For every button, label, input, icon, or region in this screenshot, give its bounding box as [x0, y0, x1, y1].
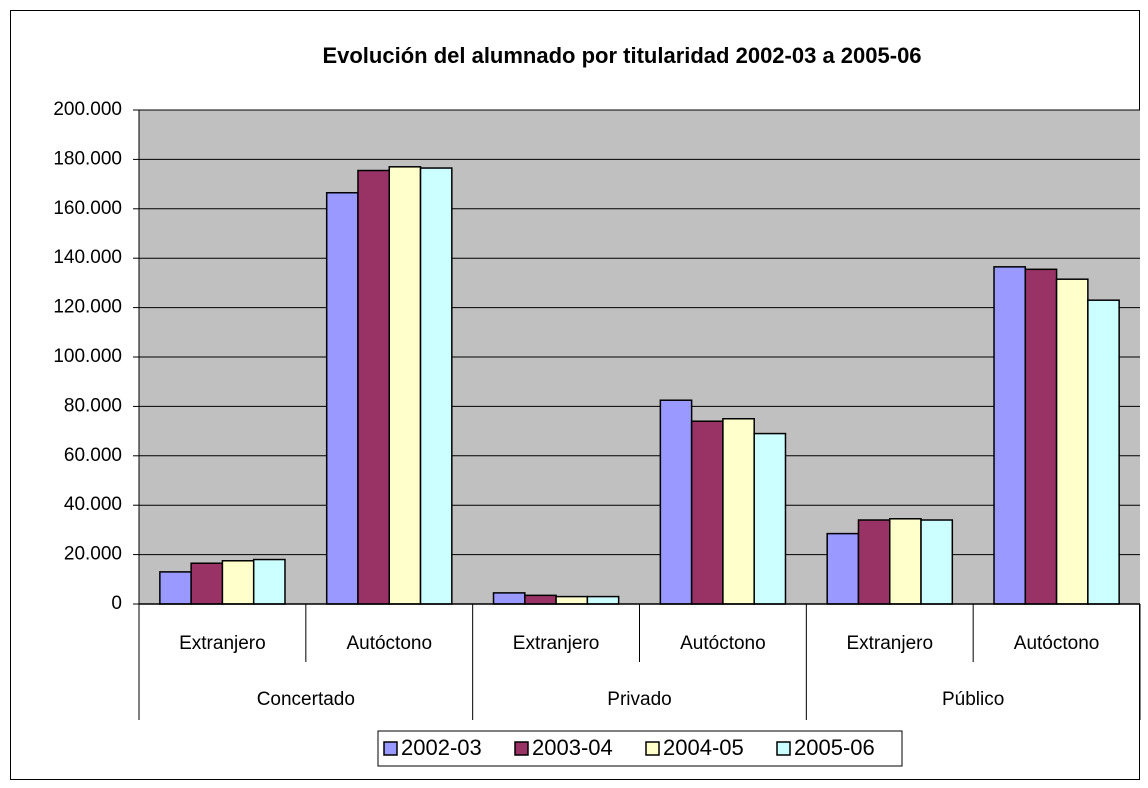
- bar: [492, 592, 526, 605]
- bar: [826, 532, 860, 605]
- y-tick-label: 140.000: [53, 247, 122, 268]
- chart-title: Evolución del alumnado por titularidad 2…: [322, 43, 921, 68]
- y-tick-label: 120.000: [53, 297, 122, 318]
- y-tick-label: 80.000: [64, 395, 122, 416]
- group-label: Concertado: [257, 689, 355, 710]
- bar: [722, 418, 755, 605]
- bar: [388, 166, 422, 605]
- y-tick-label: 160.000: [53, 198, 122, 219]
- bar: [857, 519, 891, 605]
- bar: [1055, 278, 1089, 605]
- legend-swatch: [645, 741, 660, 756]
- x-tick-label: Autóctono: [346, 633, 432, 654]
- y-tick-label: 200.000: [53, 99, 122, 120]
- group-label: Público: [942, 689, 1004, 710]
- bar: [252, 558, 286, 605]
- bar: [419, 167, 453, 605]
- bar: [190, 562, 224, 605]
- legend-box: [377, 730, 903, 767]
- legend-swatch: [514, 741, 529, 756]
- x-tick-label: Autóctono: [680, 633, 766, 654]
- y-tick-label: 180.000: [53, 148, 122, 169]
- bar: [1087, 299, 1120, 605]
- bar: [1024, 268, 1058, 605]
- bar: [524, 594, 557, 605]
- legend-swatch: [383, 741, 398, 756]
- bar: [586, 595, 620, 605]
- legend-label: 2003-04: [532, 735, 613, 760]
- legend-swatch: [776, 741, 791, 756]
- group-label: Privado: [607, 689, 671, 710]
- bar: [889, 518, 922, 605]
- y-tick-label: 100.000: [53, 346, 122, 367]
- bar: [159, 571, 192, 605]
- bar: [555, 595, 589, 605]
- y-tick-label: 20.000: [64, 544, 122, 565]
- x-tick-label: Autóctono: [1014, 633, 1100, 654]
- bar: [920, 519, 954, 605]
- legend-label: 2005-06: [794, 735, 875, 760]
- bar: [690, 420, 724, 605]
- y-tick-label: 40.000: [64, 494, 122, 515]
- y-tick-label: 60.000: [64, 445, 122, 466]
- y-tick-label: 0: [111, 593, 122, 614]
- bar: [993, 266, 1027, 605]
- bar: [753, 432, 787, 605]
- x-tick-label: Extranjero: [179, 633, 266, 654]
- bar: [659, 399, 693, 605]
- x-tick-label: Extranjero: [513, 633, 600, 654]
- legend-label: 2002-03: [401, 735, 482, 760]
- legend-label: 2004-05: [663, 735, 744, 760]
- x-tick-label: Extranjero: [846, 633, 933, 654]
- bar: [325, 191, 359, 605]
- bar: [357, 169, 390, 605]
- bar: [221, 560, 255, 605]
